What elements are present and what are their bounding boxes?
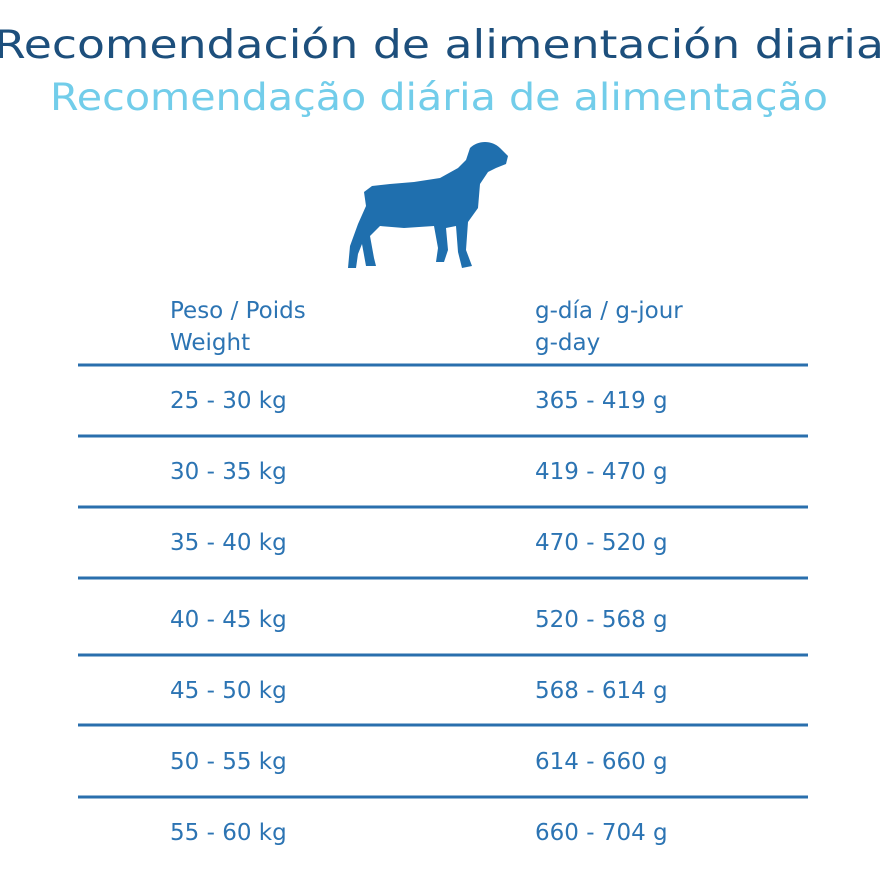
table-cell: 30 - 35 kg — [170, 459, 287, 485]
table-cell: 520 - 568 g — [535, 607, 668, 633]
dog-icon — [348, 142, 508, 268]
table-cell: 40 - 45 kg — [170, 607, 287, 633]
table-cell: 55 - 60 kg — [170, 820, 287, 846]
table-cell: 25 - 30 kg — [170, 388, 287, 414]
column-header: Peso / Poids — [170, 298, 306, 324]
table-cell: 365 - 419 g — [535, 388, 668, 414]
table-cell: 660 - 704 g — [535, 820, 668, 846]
table-cell: 50 - 55 kg — [170, 749, 287, 775]
table-cell: 614 - 660 g — [535, 749, 668, 775]
column-header: g-día / g-jour — [535, 298, 683, 324]
table-cell: 419 - 470 g — [535, 459, 668, 485]
column-header: Weight — [170, 330, 250, 356]
column-header: g-day — [535, 330, 600, 356]
table-cell: 568 - 614 g — [535, 678, 668, 704]
subtitle: Recomendação diária de alimentação — [50, 76, 828, 119]
table-cell: 45 - 50 kg — [170, 678, 287, 704]
title: Recomendación de alimentación diaria — [0, 23, 880, 68]
table-cell: 35 - 40 kg — [170, 530, 287, 556]
table-cell: 470 - 520 g — [535, 530, 668, 556]
